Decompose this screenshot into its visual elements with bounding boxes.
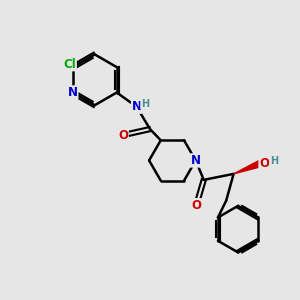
Text: O: O [118,129,128,142]
Text: H: H [141,99,149,109]
Text: O: O [191,199,201,212]
Text: N: N [68,86,78,99]
Text: Cl: Cl [63,58,76,70]
Text: N: N [191,154,201,167]
Polygon shape [234,160,262,174]
Text: N: N [132,100,142,113]
Text: H: H [270,156,278,166]
Text: O: O [259,157,269,170]
